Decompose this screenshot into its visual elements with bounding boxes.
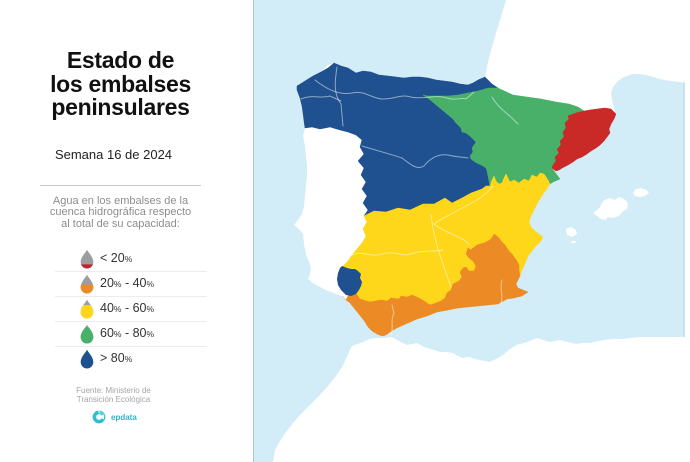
svg-text:epdata: epdata: [111, 413, 137, 422]
